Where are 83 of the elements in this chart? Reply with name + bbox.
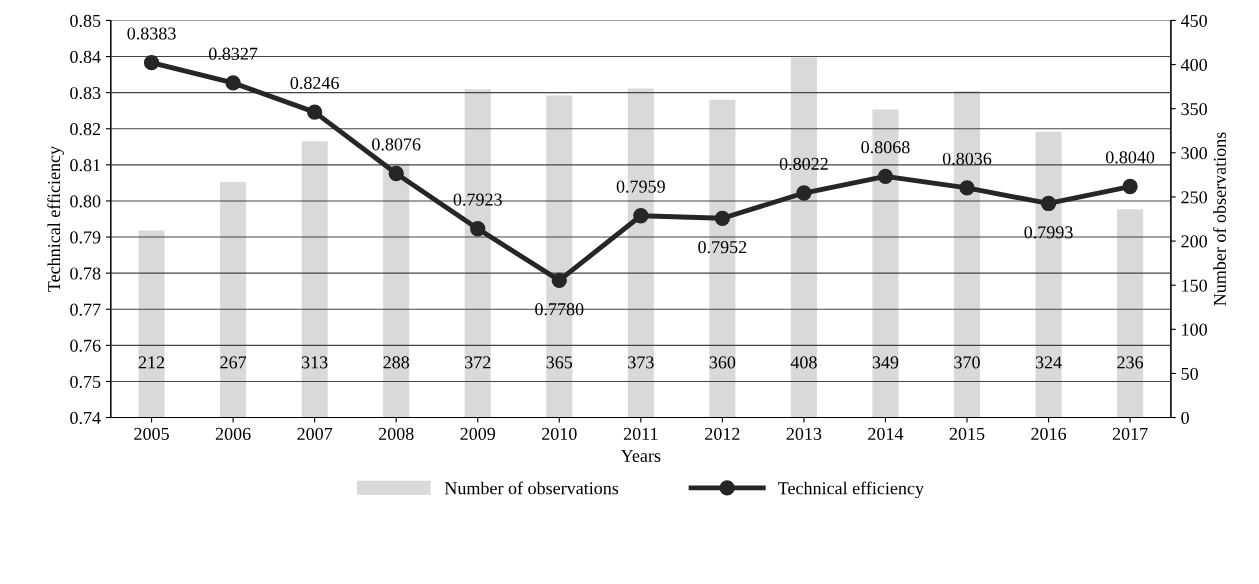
y-tick-label: 0.80: [70, 195, 101, 208]
data-label: 288: [383, 356, 410, 369]
data-label: 365: [546, 356, 573, 369]
point: [551, 272, 567, 289]
x-tick-label: 2005: [134, 427, 169, 440]
y-tick-label: 0.84: [70, 50, 101, 64]
point: [388, 165, 404, 182]
y2-tick-label: 400: [1180, 58, 1207, 72]
x-tick-label: 2014: [868, 427, 904, 440]
y-tick-label: 0.77: [70, 303, 101, 316]
data-label: 0.7952: [698, 241, 747, 254]
point: [225, 75, 241, 91]
data-label: 360: [709, 356, 736, 369]
data-label: 0.8022: [779, 157, 828, 170]
x-tick-label: 2017: [1112, 427, 1148, 440]
y2-tick-label: 350: [1181, 102, 1207, 116]
x-tick-label: 2010: [542, 427, 577, 440]
bar: [301, 141, 328, 418]
data-label: 370: [954, 356, 980, 369]
y-tick-label: 0.78: [70, 267, 101, 280]
point: [1122, 178, 1138, 195]
point: [143, 55, 160, 71]
data-label: 0.8246: [290, 76, 339, 90]
y2-tick-label: 100: [1182, 323, 1207, 336]
point: [633, 208, 649, 224]
bar: [138, 230, 165, 418]
data-label: 0.8068: [861, 141, 910, 154]
data-label: 324: [1035, 356, 1062, 369]
bar: [220, 181, 247, 418]
x-tick-label: 2009: [460, 427, 496, 440]
data-label: 267: [220, 356, 247, 369]
y2-tick-label: 250: [1181, 191, 1207, 204]
point: [470, 221, 486, 237]
y2-tick-label: 150: [1182, 279, 1207, 292]
bar: [1117, 209, 1144, 418]
y-tick-label: 0.74: [70, 411, 101, 425]
y-tick-label: 0.79: [70, 231, 101, 244]
data-label: 373: [628, 356, 654, 369]
data-label: 349: [872, 356, 899, 369]
point: [1040, 195, 1057, 212]
data-label: 313: [301, 356, 328, 369]
y2-tick-label: 0: [1181, 411, 1189, 424]
data-label: 0.7923: [453, 193, 502, 206]
legend-label: Number of observations: [444, 481, 619, 495]
data-label: 408: [790, 356, 817, 369]
x-tick-label: 2016: [1031, 427, 1067, 440]
y-axis-title: Technical efficiency: [47, 145, 64, 292]
data-label: 0.7780: [535, 303, 584, 316]
x-tick-label: 2013: [786, 427, 822, 440]
y-tick-label: 0.76: [70, 339, 101, 352]
legend-label: Technical efficiency: [778, 481, 924, 499]
y-tick-label: 0.83: [70, 86, 101, 100]
data-label: 236: [1117, 356, 1144, 369]
data-label: 0.8036: [942, 152, 992, 165]
data-label: 0.8040: [1105, 151, 1155, 164]
x-tick-label: 2008: [378, 427, 414, 440]
x-axis-title: Years: [620, 449, 661, 462]
point: [796, 185, 812, 201]
point: [307, 104, 323, 120]
data-label: 0.7993: [1024, 226, 1073, 239]
x-tick-label: 2006: [215, 427, 251, 440]
point: [959, 180, 975, 196]
y-tick-label: 0.75: [70, 375, 101, 388]
y2-tick-label: 300: [1181, 147, 1207, 160]
data-label: 372: [465, 356, 491, 369]
data-label: 0.8383: [127, 27, 176, 40]
point: [877, 168, 894, 185]
data-label: 212: [138, 356, 165, 369]
y-tick-label: 0.85: [70, 14, 101, 27]
data-label: 0.7959: [616, 180, 665, 193]
x-tick-label: 2012: [705, 427, 740, 440]
y2-tick-label: 200: [1181, 235, 1207, 248]
y2-axis-title: Number of observations: [1213, 132, 1226, 306]
y2-tick-label: 450: [1180, 14, 1207, 27]
y-tick-label: 0.82: [70, 123, 101, 136]
point: [714, 210, 731, 226]
y2-tick-label: 50: [1181, 367, 1198, 380]
bar: [383, 163, 410, 418]
x-tick-label: 2007: [297, 427, 333, 440]
x-tick-label: 2011: [623, 427, 658, 440]
y-tick-label: 0.81: [70, 159, 100, 172]
data-label: 0.8076: [372, 138, 421, 151]
x-tick-label: 2015: [949, 427, 985, 440]
